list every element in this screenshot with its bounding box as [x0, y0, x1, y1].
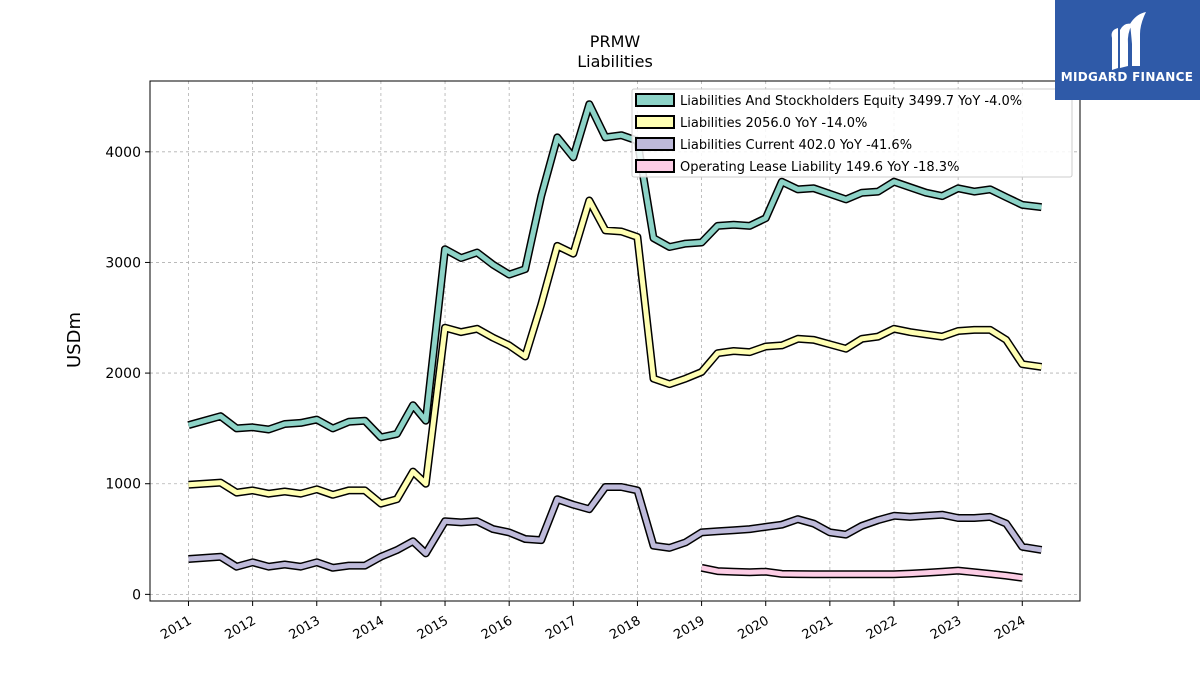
midgard-finance-logo: MIDGARD FINANCE [1055, 0, 1200, 100]
logo-text: MIDGARD FINANCE [1061, 70, 1193, 84]
legend-item: Liabilities Current 402.0 YoY -41.6% [635, 137, 912, 153]
x-tick-label: 2014 [351, 613, 387, 643]
legend-swatch [635, 137, 675, 151]
chart-title: PRMW [590, 32, 641, 51]
x-tick-label: 2012 [222, 613, 258, 643]
series-line [187, 101, 1042, 440]
y-tick-label: 1000 [105, 477, 141, 493]
x-tick-label: 2016 [479, 613, 515, 643]
x-tick-label: 2022 [864, 613, 900, 643]
series-liabilities [188, 196, 1043, 508]
y-tick-label: 4000 [105, 145, 141, 161]
legend-label: Liabilities 2056.0 YoY -14.0% [680, 116, 867, 131]
x-tick-label: 2019 [671, 613, 707, 643]
x-tick-label: 2013 [287, 613, 323, 643]
legend-item: Liabilities 2056.0 YoY -14.0% [635, 115, 867, 131]
series-liabilities-current [188, 483, 1043, 572]
x-axis: 2011 2012 2013 2014 2015 2016 2017 2018 2019 2020… [158, 601, 1028, 643]
series-operating-lease-liability [700, 563, 1023, 582]
y-axis-label: USDm [64, 312, 85, 368]
midgard-logo-icon [1111, 12, 1146, 70]
legend-swatch [635, 93, 675, 107]
x-tick-label: 2011 [158, 613, 194, 643]
series-line [188, 198, 1042, 507]
x-tick-label: 2023 [928, 613, 964, 643]
legend-swatch [635, 159, 675, 173]
legend-frame [631, 88, 1073, 178]
x-tick-label: 2017 [543, 613, 579, 643]
y-axis: 0 1000 2000 3000 4000 [105, 145, 150, 603]
x-tick-label: 2020 [736, 613, 772, 643]
chart-subtitle: Liabilities [577, 52, 653, 71]
legend-item: Liabilities And Stockholders Equity 3499… [635, 93, 1022, 109]
legend-label: Operating Lease Liability 149.6 YoY -18.… [680, 160, 959, 175]
series-line [701, 565, 1023, 581]
y-tick-label: 2000 [105, 366, 141, 382]
legend: Liabilities And Stockholders Equity 3499… [631, 88, 1073, 178]
legend-label: Liabilities Current 402.0 YoY -41.6% [680, 138, 912, 153]
legend-item: Operating Lease Liability 149.6 YoY -18.… [635, 159, 959, 175]
y-tick-label: 0 [132, 587, 141, 603]
series-line [188, 484, 1042, 571]
legend-swatch [635, 115, 675, 129]
x-tick-label: 2024 [992, 613, 1028, 643]
x-tick-label: 2018 [607, 613, 643, 643]
legend-label: Liabilities And Stockholders Equity 3499… [680, 94, 1022, 109]
x-tick-label: 2015 [415, 613, 451, 643]
series-liabilities-and-stockholders-equity [187, 100, 1042, 442]
x-tick-label: 2021 [800, 613, 836, 643]
series-layer [187, 100, 1043, 582]
plot-frame [149, 80, 1081, 602]
y-tick-label: 3000 [105, 255, 141, 271]
